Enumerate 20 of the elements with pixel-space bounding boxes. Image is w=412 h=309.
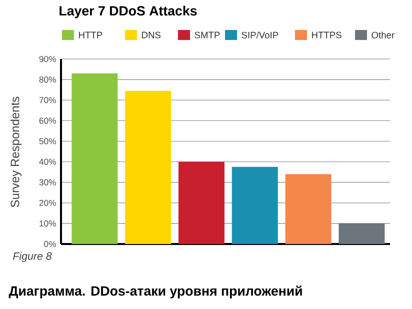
- y-axis-title: Survey Respondents: [10, 96, 22, 208]
- text: Диаграмма. DDos-атаки уровня приложений: [8, 286, 302, 298]
- legend-label: DNS: [142, 32, 161, 38]
- y-tick-label: 20%: [39, 200, 56, 206]
- y-tick-label: 0%: [44, 240, 56, 248]
- legend-label: HTTPS: [312, 32, 342, 38]
- y-tick-label: 40%: [39, 158, 56, 165]
- y-tick-label: 70%: [39, 97, 56, 104]
- y-tick-label: 80%: [39, 76, 56, 83]
- y-tick-label: 30%: [39, 179, 56, 186]
- legend-label: SMTP: [194, 32, 220, 38]
- y-tick-label: 90%: [39, 56, 56, 62]
- legend-label: HTTP: [79, 32, 102, 38]
- y-tick-label: 10%: [40, 220, 56, 226]
- y-tick-label: 50%: [39, 138, 56, 144]
- legend-label: SIP/VoIP: [242, 32, 278, 38]
- caption: Figure 8: [13, 252, 52, 262]
- y-tick-label: 60%: [39, 118, 56, 124]
- legend-label: Other: [372, 32, 394, 38]
- chart-title: Layer 7 DDoS Attacks: [60, 6, 197, 18]
